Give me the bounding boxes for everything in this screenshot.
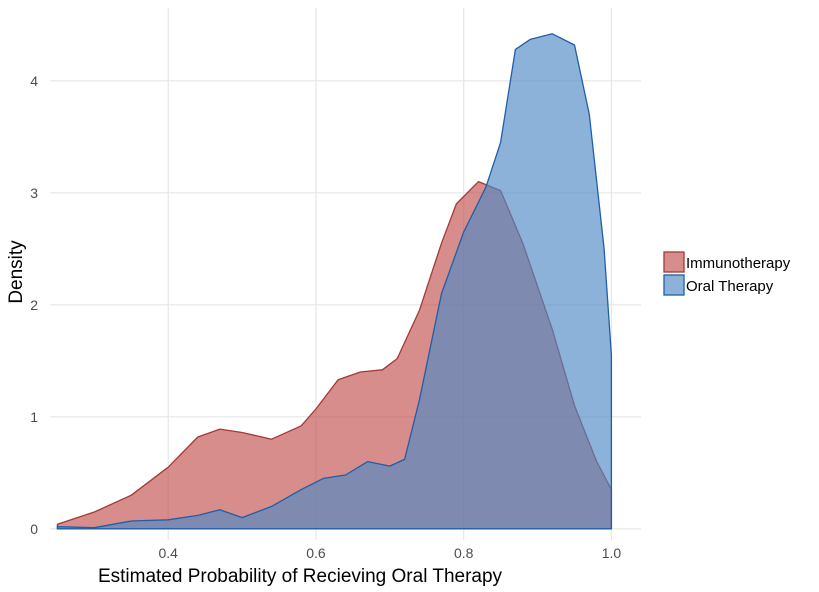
legend: Immunotherapy Oral Therapy xyxy=(663,251,791,296)
x-tick-label-1: 0.6 xyxy=(306,545,326,561)
legend-swatch-immunotherapy xyxy=(663,251,685,273)
y-tick-label-2: 2 xyxy=(30,297,38,313)
legend-label-immunotherapy: Immunotherapy xyxy=(686,255,791,272)
y-tick-label-4: 4 xyxy=(30,73,38,89)
grid xyxy=(50,8,641,540)
y-axis-title: Density xyxy=(6,240,27,304)
density-areas xyxy=(56,33,613,530)
density-area-oral-therapy xyxy=(56,33,613,530)
x-tick-label-3: 1.0 xyxy=(602,545,622,561)
x-tick-label-2: 0.8 xyxy=(454,545,474,561)
y-tick-label-0: 0 xyxy=(30,521,38,537)
x-axis-title: Estimated Probability of Recieving Oral … xyxy=(98,566,503,587)
y-tick-label-1: 1 xyxy=(30,409,38,425)
legend-label-oral-therapy: Oral Therapy xyxy=(686,278,774,295)
tick-labels: 0.4 0.6 0.8 1.0 0 1 2 3 4 xyxy=(30,73,621,561)
x-tick-label-0: 0.4 xyxy=(158,545,178,561)
legend-swatch-oral-therapy xyxy=(663,274,685,296)
y-tick-label-3: 3 xyxy=(30,185,38,201)
